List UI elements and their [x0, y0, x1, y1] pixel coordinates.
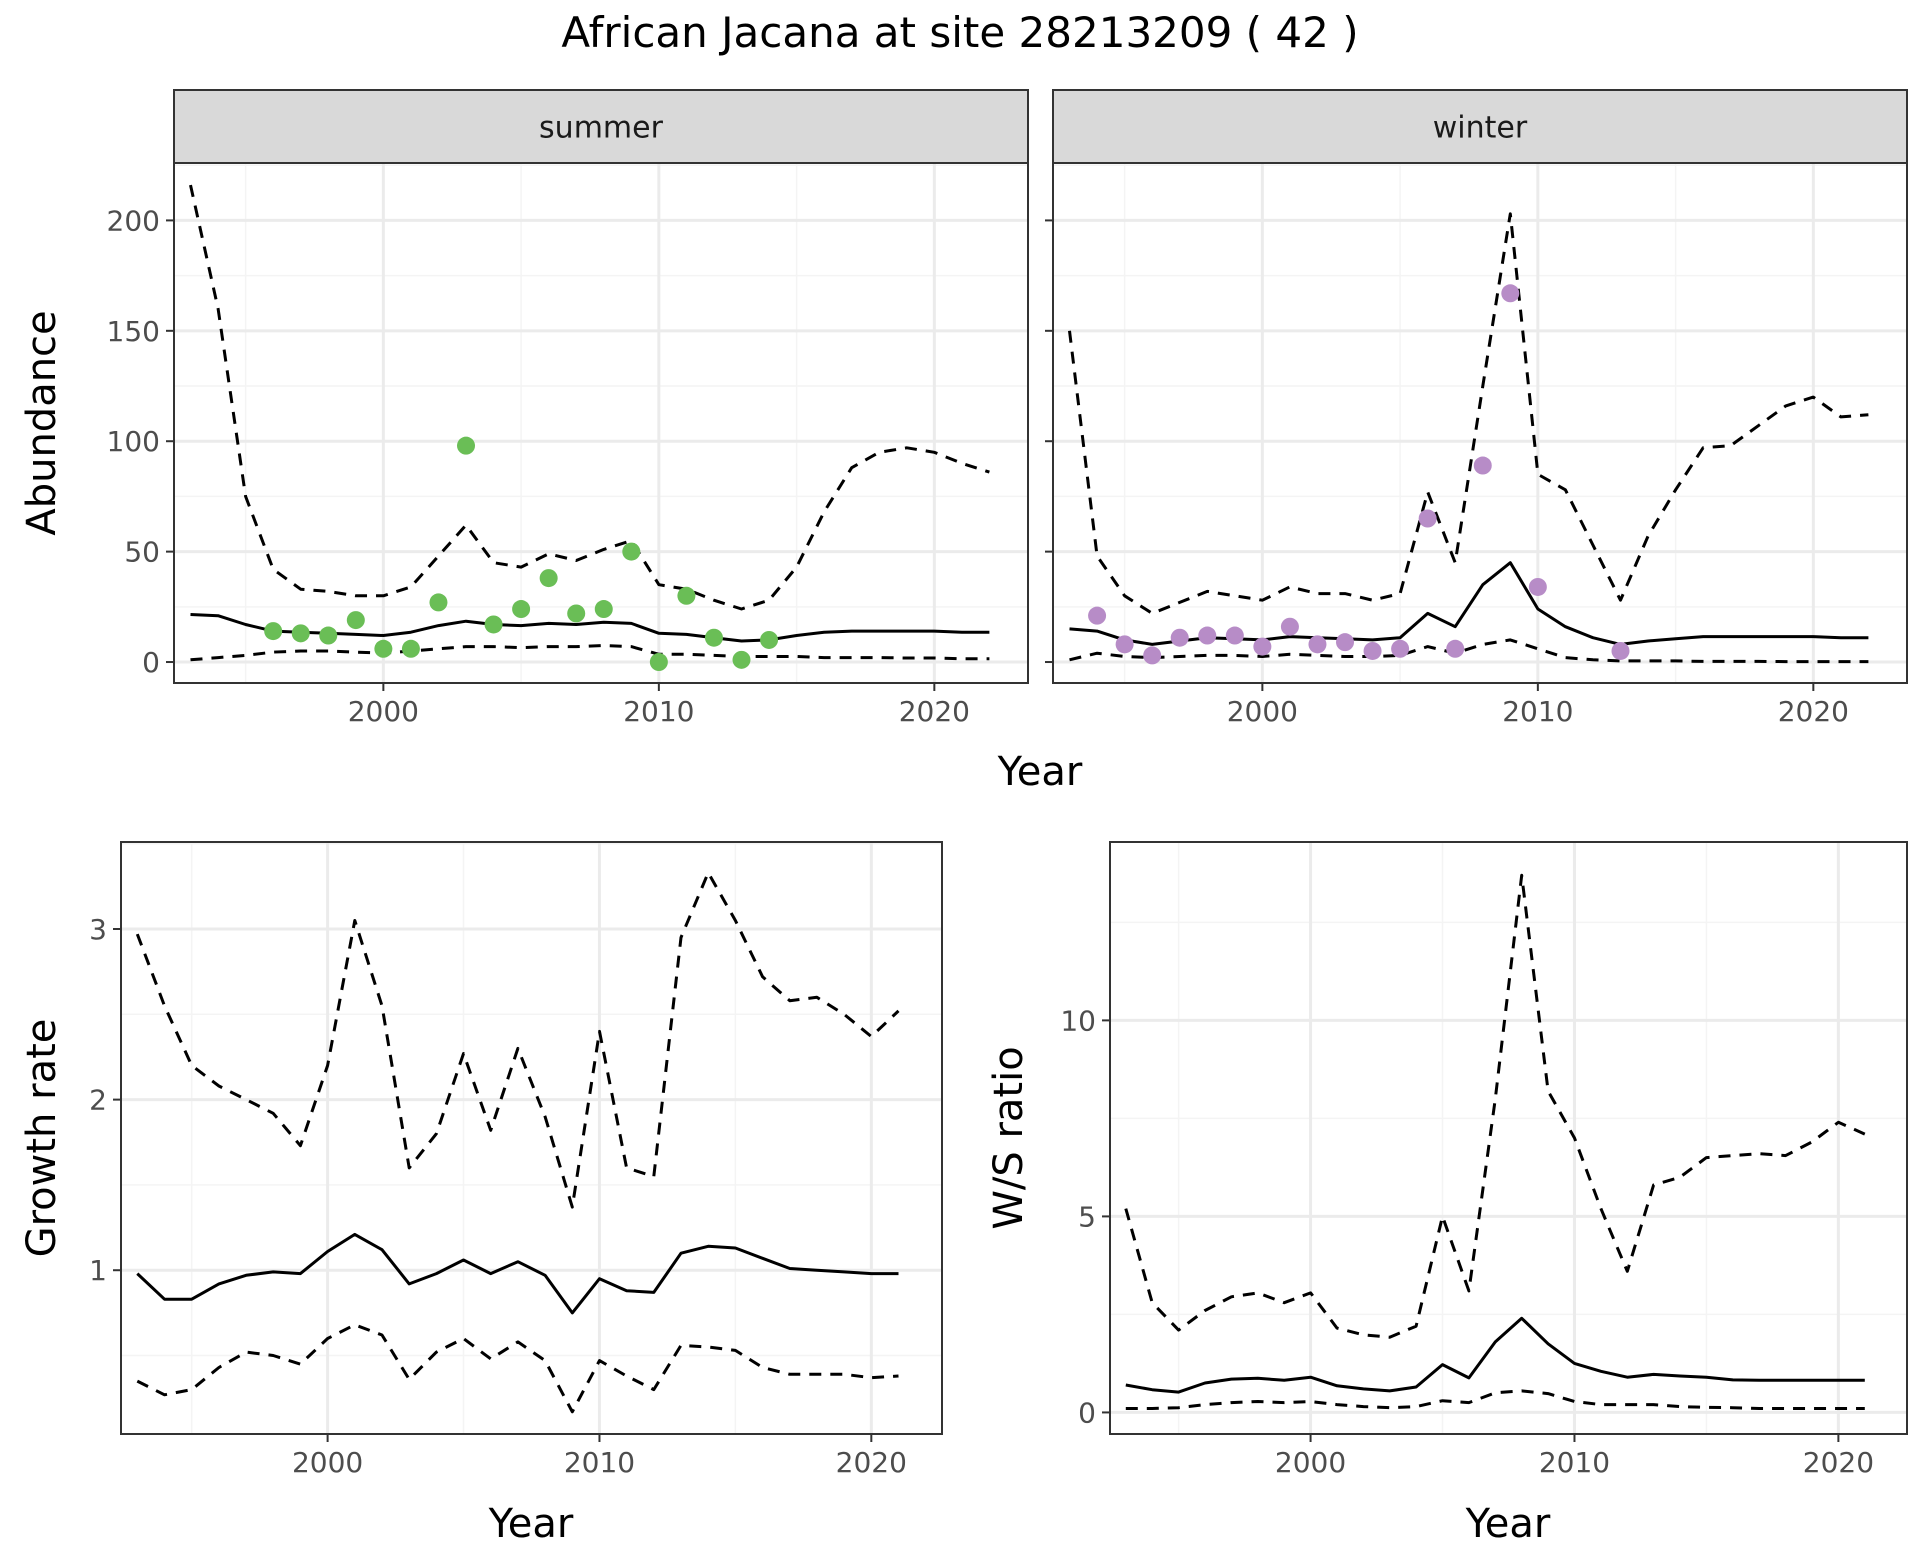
figure-title: African Jacana at site 28213209 ( 42 ): [561, 8, 1358, 57]
observed-point: [512, 600, 531, 619]
observed-point: [622, 542, 641, 561]
x-axis-title-ws: Year: [1465, 1501, 1551, 1547]
series-group: [135, 871, 900, 1414]
observed-point: [1088, 606, 1107, 625]
observed-point: [1143, 646, 1162, 665]
panel-border: [120, 841, 943, 1435]
y-tick-label: 5: [1078, 1200, 1096, 1233]
x-tick-label: 2020: [836, 1446, 907, 1479]
observed-point: [539, 569, 558, 588]
y-tick-label: 1: [89, 1254, 107, 1287]
facet-strip: [173, 89, 1029, 164]
y-tick-label: 50: [124, 536, 160, 569]
observed-point: [594, 600, 613, 619]
observed-point: [1336, 633, 1355, 652]
series-group: [1124, 873, 1866, 1410]
observed-point: [1391, 639, 1410, 658]
x-tick-label: 2000: [292, 1446, 363, 1479]
y-tick-label: 10: [1060, 1004, 1096, 1037]
series-line-lower: [136, 1323, 899, 1414]
observed-point: [677, 586, 696, 605]
panel-border: [1109, 841, 1908, 1435]
series-line-upper: [1124, 873, 1866, 1339]
observed-point: [1280, 617, 1299, 636]
series-group: [1068, 212, 1869, 665]
facet-strip: [1052, 89, 1908, 164]
observed-point: [1611, 641, 1630, 660]
observed-point: [1253, 637, 1272, 656]
series-line-upper: [135, 871, 900, 1209]
y-tick-label: 3: [89, 913, 107, 946]
y-axis-title-growth: Growth rate: [19, 1019, 65, 1258]
panel-summer: summer 2000 2010 2020 0 50 100 150 200: [107, 89, 1029, 728]
x-tick-label: 2000: [348, 695, 419, 728]
panel-winter: winter 2000 2010 2020: [1045, 89, 1908, 728]
x-tick-label: 2020: [1778, 695, 1849, 728]
observed-point: [1198, 626, 1217, 645]
y-axis-title-abundance: Abundance: [19, 310, 65, 535]
series-line-lower: [190, 644, 990, 662]
y-tick-label: 100: [107, 425, 160, 458]
observed-point: [567, 604, 586, 623]
series-line-mean: [136, 1232, 899, 1315]
facet-strip-label: winter: [1433, 111, 1528, 146]
observed-point: [429, 593, 448, 612]
observed-point: [319, 626, 338, 645]
observed-point: [264, 622, 283, 641]
observed-point: [1170, 628, 1189, 647]
x-tick-label: 2010: [1539, 1446, 1610, 1479]
x-tick-label: 2020: [899, 695, 970, 728]
y-tick-label: 150: [107, 315, 160, 348]
observed-point: [401, 639, 420, 658]
x-tick-label: 2000: [1227, 695, 1298, 728]
series-line-lower: [1069, 638, 1869, 664]
x-tick-label: 2010: [564, 1446, 635, 1479]
observed-point: [1473, 456, 1492, 475]
panel-p3: 2000 2010 2020 0 5 10: [1060, 841, 1908, 1479]
observed-point: [1528, 577, 1547, 596]
series-line-lower: [1125, 1389, 1865, 1410]
observed-point: [346, 611, 365, 630]
x-tick-label: 2000: [1275, 1446, 1346, 1479]
series-line-mean: [1125, 1316, 1865, 1394]
series-line-upper: [189, 184, 990, 611]
series-group: [189, 184, 990, 672]
x-tick-label: 2010: [623, 695, 694, 728]
facet-strip-label: summer: [539, 111, 664, 146]
y-tick-label: 0: [142, 646, 160, 679]
y-axis-title-ws: W/S ratio: [986, 1046, 1032, 1229]
observed-point: [760, 630, 779, 649]
x-axis-title-growth: Year: [488, 1501, 574, 1547]
panel-background: [121, 842, 942, 1434]
observed-point: [457, 436, 476, 455]
panel-background: [1110, 842, 1907, 1434]
panel-background: [174, 163, 1028, 683]
y-tick-label: 200: [107, 204, 160, 237]
x-tick-label: 2010: [1502, 695, 1573, 728]
observed-point: [704, 628, 723, 647]
observed-point: [291, 624, 310, 643]
observed-point: [1308, 635, 1327, 654]
x-axis-title-top: Year: [997, 749, 1083, 795]
x-tick-label: 2020: [1803, 1446, 1874, 1479]
panel-background: [1053, 163, 1907, 683]
observed-point: [649, 653, 668, 672]
observed-point: [374, 639, 393, 658]
y-tick-label: 0: [1078, 1396, 1096, 1429]
observed-point: [1115, 635, 1134, 654]
panel-p2: 2000 2010 2020 1 2 3: [89, 841, 943, 1479]
observed-point: [1446, 639, 1465, 658]
observed-point: [1418, 509, 1437, 528]
series-line-upper: [1068, 212, 1869, 615]
observed-point: [732, 650, 751, 669]
observed-point: [484, 615, 503, 634]
observed-point: [1363, 641, 1382, 660]
y-tick-label: 2: [89, 1084, 107, 1117]
observed-point: [1225, 626, 1244, 645]
observed-point: [1501, 284, 1520, 303]
